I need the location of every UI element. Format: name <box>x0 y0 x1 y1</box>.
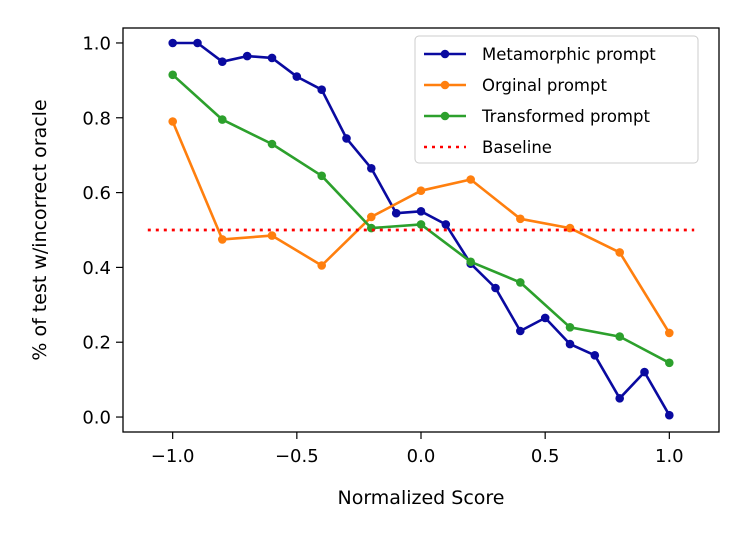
legend-label-transformed-prompt: Transformed prompt <box>481 107 650 126</box>
metamorphic-prompt-point <box>441 220 451 229</box>
transformed-prompt-point <box>665 358 674 368</box>
orginal-prompt-point <box>665 328 674 338</box>
transformed-prompt-point <box>218 115 227 124</box>
orginal-prompt-point <box>416 186 426 195</box>
orginal-prompt-point <box>317 261 327 270</box>
y-axis-label: % of test w/incorrect oracle <box>29 99 51 360</box>
metamorphic-prompt-point <box>267 53 277 63</box>
x-tick-label: 0.5 <box>531 446 560 467</box>
orginal-prompt-point <box>615 248 624 257</box>
metamorphic-prompt-point <box>242 51 252 61</box>
metamorphic-prompt-point <box>168 38 177 48</box>
transformed-prompt-point <box>466 257 476 267</box>
metamorphic-prompt-point <box>367 164 376 173</box>
orginal-prompt-point <box>367 212 376 222</box>
metamorphic-prompt-point <box>317 85 327 94</box>
metamorphic-prompt-point <box>218 57 227 66</box>
x-axis-label: Normalized Score <box>337 487 504 509</box>
plot-frame <box>122 27 720 433</box>
orginal-prompt-point <box>516 214 525 224</box>
x-tick-label: −1.0 <box>151 446 195 467</box>
y-tick-label: 0.6 <box>82 183 111 204</box>
legend-marker-orginal-prompt <box>440 80 450 90</box>
transformed-prompt-point <box>615 332 624 341</box>
legend-marker-transformed-prompt <box>440 111 450 121</box>
y-tick-label: 0.4 <box>82 258 111 279</box>
legend-label-orginal-prompt: Orginal prompt <box>482 76 607 95</box>
legend-marker-metamorphic-prompt <box>440 49 450 59</box>
metamorphic-prompt-point <box>292 72 302 81</box>
transformed-prompt-point <box>267 139 277 149</box>
legend: Metamorphic prompt Orginal prompt Transfor… <box>414 35 699 164</box>
y-tick-label: 1.0 <box>82 33 111 54</box>
orginal-prompt-point <box>218 235 227 244</box>
metamorphic-prompt-point <box>665 410 674 420</box>
legend-label-baseline: Baseline <box>482 138 552 157</box>
metamorphic-prompt-point <box>565 339 575 349</box>
plot-series <box>147 38 695 420</box>
metamorphic-prompt-point <box>391 208 401 218</box>
y-tick-label: 0.2 <box>82 333 111 354</box>
metamorphic-prompt-point <box>516 326 525 336</box>
metamorphic-prompt-point <box>491 283 500 293</box>
metamorphic-prompt-point <box>193 38 202 48</box>
transformed-prompt-point <box>317 171 327 181</box>
x-tick-label: 1.0 <box>655 446 684 467</box>
legend-label-metamorphic-prompt: Metamorphic prompt <box>482 45 656 64</box>
x-tick-label: 0.0 <box>407 446 436 467</box>
y-tick-label: 0.0 <box>82 408 111 429</box>
metamorphic-prompt-point <box>416 207 426 216</box>
orginal-prompt-point <box>168 117 177 126</box>
y-tick-label: 0.8 <box>82 108 111 129</box>
metamorphic-prompt-point <box>615 394 624 403</box>
metamorphic-prompt-point <box>540 313 550 323</box>
metamorphic-prompt-point <box>640 367 649 377</box>
axis-ticks: −1.0 −0.5 0.0 0.5 1.0 0.0 0.2 0.4 0.6 0.8 1.0 <box>82 33 683 467</box>
transformed-prompt-point <box>516 278 525 287</box>
orginal-prompt-point <box>267 231 277 240</box>
transformed-prompt-point <box>168 70 177 80</box>
metamorphic-prompt-point <box>342 134 351 143</box>
x-tick-label: −0.5 <box>275 446 319 467</box>
metamorphic-prompt-point <box>590 351 600 360</box>
legend-box <box>414 35 699 164</box>
transformed-prompt-point <box>565 323 575 332</box>
transformed-prompt-point <box>416 220 426 229</box>
orginal-prompt-point <box>466 175 476 184</box>
